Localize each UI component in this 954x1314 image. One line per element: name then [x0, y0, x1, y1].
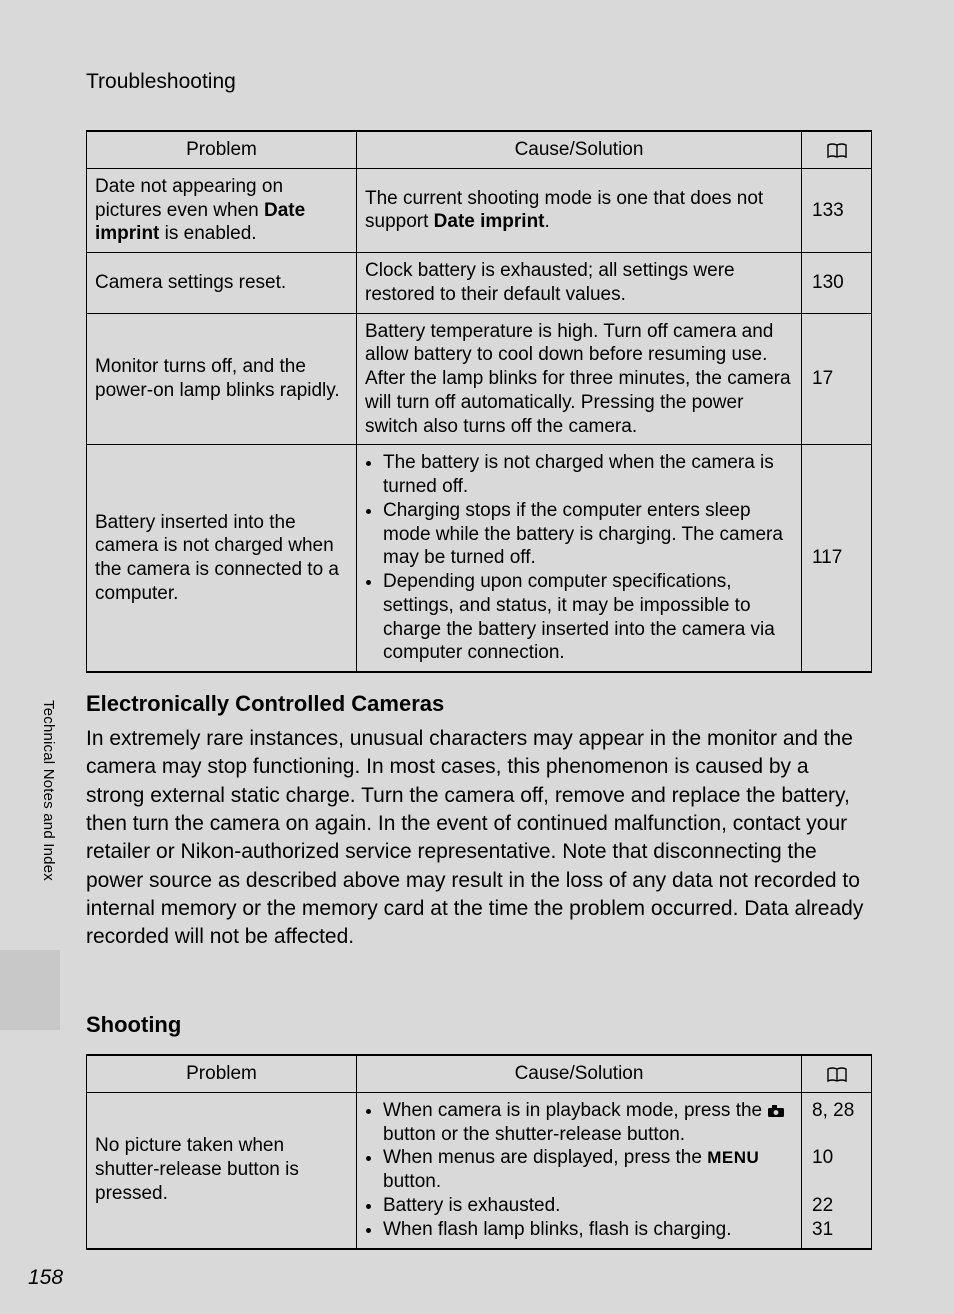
list-item: Battery is exhausted.	[383, 1194, 793, 1218]
col-header-page	[802, 1055, 872, 1092]
list-item: Charging stops if the computer enters sl…	[383, 499, 793, 570]
problem-cell: No picture taken when shutter-release bu…	[87, 1092, 357, 1249]
text: button or the shutter-release button.	[383, 1124, 685, 1145]
col-header-cause: Cause/Solution	[357, 131, 802, 168]
bullet-list: When camera is in playback mode, press t…	[365, 1099, 793, 1242]
table-row: Date not appearing on pictures even when…	[87, 168, 872, 252]
page-number: 158	[28, 1266, 63, 1290]
text: button.	[383, 1171, 441, 1192]
text: The current shooting mode is one that do…	[365, 188, 763, 233]
problem-cell: Battery inserted into the camera is not …	[87, 445, 357, 672]
camera-icon	[767, 1101, 785, 1115]
col-header-page	[802, 131, 872, 168]
page: Troubleshooting Problem Cause/Solution D…	[0, 0, 954, 1314]
menu-label: MENU	[707, 1148, 759, 1167]
table-header-row: Problem Cause/Solution	[87, 1055, 872, 1092]
table-header-row: Problem Cause/Solution	[87, 131, 872, 168]
side-tab-shade	[0, 950, 60, 1030]
text: .	[545, 211, 550, 232]
problem-cell: Monitor turns off, and the power-on lamp…	[87, 313, 357, 445]
page-ref-cell: 130	[802, 253, 872, 314]
list-item: When camera is in playback mode, press t…	[383, 1099, 793, 1147]
cause-cell: When camera is in playback mode, press t…	[357, 1092, 802, 1249]
col-header-problem: Problem	[87, 131, 357, 168]
table-row: Monitor turns off, and the power-on lamp…	[87, 313, 872, 445]
book-icon	[826, 1066, 848, 1082]
spacer	[812, 1170, 863, 1194]
page-ref: 31	[812, 1218, 863, 1242]
page-ref: 10	[812, 1146, 863, 1170]
list-item: When menus are displayed, press the MENU…	[383, 1146, 793, 1194]
cause-cell: Clock battery is exhausted; all settings…	[357, 253, 802, 314]
list-item: The battery is not charged when the came…	[383, 451, 793, 499]
table-row: Camera settings reset. Clock battery is …	[87, 253, 872, 314]
page-ref-cell: 17	[802, 313, 872, 445]
page-heading: Troubleshooting	[86, 70, 236, 94]
side-label: Technical Notes and Index	[40, 700, 57, 881]
section-heading-shooting: Shooting	[86, 1012, 872, 1038]
problem-cell: Date not appearing on pictures even when…	[87, 168, 357, 252]
page-ref-cell: 117	[802, 445, 872, 672]
page-ref: 22	[812, 1194, 863, 1218]
text: Date not appearing on pictures even when	[95, 176, 283, 221]
text: is enabled.	[159, 223, 256, 244]
table-row: No picture taken when shutter-release bu…	[87, 1092, 872, 1249]
page-ref: 8, 28	[812, 1099, 863, 1123]
page-ref-cell: 133	[802, 168, 872, 252]
book-icon	[826, 142, 848, 158]
page-ref-list: 8, 28 10 22 31	[812, 1099, 863, 1242]
list-item: Depending upon computer specifications, …	[383, 570, 793, 665]
cause-cell: The battery is not charged when the came…	[357, 445, 802, 672]
page-ref-cell: 8, 28 10 22 31	[802, 1092, 872, 1249]
spacer	[812, 1122, 863, 1146]
section-heading-ecc: Electronically Controlled Cameras	[86, 691, 872, 717]
list-item: When flash lamp blinks, flash is chargin…	[383, 1218, 793, 1242]
content: Problem Cause/Solution Date not appearin…	[86, 130, 872, 1250]
text: When camera is in playback mode, press t…	[383, 1100, 767, 1121]
col-header-cause: Cause/Solution	[357, 1055, 802, 1092]
cause-cell: Battery temperature is high. Turn off ca…	[357, 313, 802, 445]
bullet-list: The battery is not charged when the came…	[365, 451, 793, 665]
troubleshooting-table-1: Problem Cause/Solution Date not appearin…	[86, 130, 872, 673]
problem-cell: Camera settings reset.	[87, 253, 357, 314]
text-bold: Date imprint	[434, 211, 545, 232]
col-header-problem: Problem	[87, 1055, 357, 1092]
table-row: Battery inserted into the camera is not …	[87, 445, 872, 672]
text: When menus are displayed, press the	[383, 1147, 707, 1168]
ecc-body: In extremely rare instances, unusual cha…	[86, 725, 872, 952]
cause-cell: The current shooting mode is one that do…	[357, 168, 802, 252]
troubleshooting-table-2: Problem Cause/Solution No picture taken …	[86, 1054, 872, 1250]
